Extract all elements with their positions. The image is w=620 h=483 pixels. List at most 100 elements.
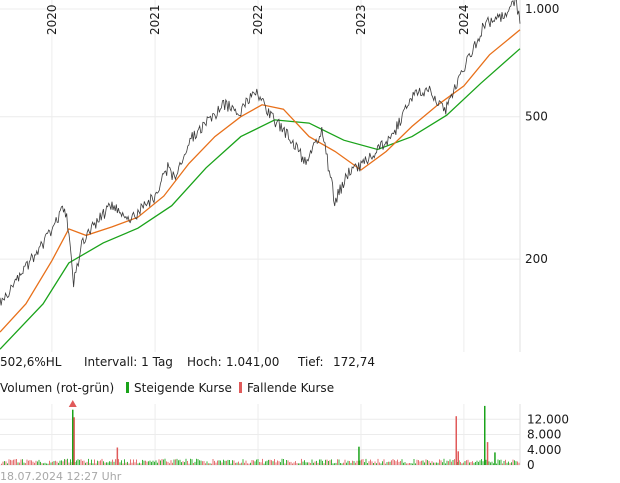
volume-bar-260 xyxy=(391,460,392,465)
volume-bar-145 xyxy=(218,460,220,465)
volume-bar-2 xyxy=(4,461,5,465)
volume-bar-79 xyxy=(119,462,121,465)
year-label-2021: 2021 xyxy=(148,4,162,35)
volume-bar-154 xyxy=(232,460,233,465)
volume-bar-102 xyxy=(154,461,155,465)
volume-bar-245 xyxy=(368,461,370,465)
volume-tick-label-1: 8.000 xyxy=(527,428,561,442)
volume-bar-289 xyxy=(434,462,436,465)
volume-bar-169 xyxy=(254,461,256,465)
volume-bar-274 xyxy=(412,463,413,465)
volume-spike-7 xyxy=(486,442,489,465)
volume-bar-314 xyxy=(472,461,473,465)
volume-bar-333 xyxy=(500,459,502,465)
volume-bar-111 xyxy=(167,461,169,465)
volume-bar-9 xyxy=(14,459,16,465)
volume-bar-65 xyxy=(98,461,100,465)
volume-bar-248 xyxy=(373,463,374,465)
volume-bar-327 xyxy=(491,461,493,465)
price-gridlines xyxy=(0,0,521,352)
volume-bar-337 xyxy=(506,462,508,465)
volume-bar-179 xyxy=(269,459,271,465)
volume-bar-288 xyxy=(433,462,434,465)
volume-bar-163 xyxy=(245,460,247,465)
volume-bar-119 xyxy=(179,459,181,465)
volume-bar-183 xyxy=(275,462,277,465)
volume-bar-105 xyxy=(158,459,160,465)
volume-bar-31 xyxy=(47,463,49,465)
volume-bar-78 xyxy=(118,459,119,465)
volume-bar-276 xyxy=(415,463,416,465)
volume-bar-71 xyxy=(107,462,109,465)
volume-bar-93 xyxy=(140,463,142,465)
volume-bar-281 xyxy=(422,460,424,465)
volume-bar-104 xyxy=(157,462,158,465)
volume-bar-37 xyxy=(56,461,58,465)
volume-bar-230 xyxy=(346,462,347,465)
volume-bar-215 xyxy=(323,463,325,465)
price-tick-label-1: 500 xyxy=(525,110,548,124)
volume-bar-339 xyxy=(509,463,511,465)
volume-bar-287 xyxy=(431,461,433,465)
volume-bar-147 xyxy=(221,462,223,465)
volume-bar-84 xyxy=(127,461,128,465)
volume-bar-224 xyxy=(337,459,338,465)
volume-bar-335 xyxy=(503,461,505,465)
volume-bar-332 xyxy=(499,460,500,465)
volume-tick-label-3: 0 xyxy=(527,458,535,470)
volume-bar-30 xyxy=(46,463,47,465)
volume-bar-308 xyxy=(463,462,464,465)
volume-bar-172 xyxy=(259,462,260,465)
year-label-2023: 2023 xyxy=(354,4,368,35)
volume-legend: Volumen (rot-grün) Steigende Kurse Falle… xyxy=(0,381,620,399)
volume-bar-236 xyxy=(355,462,356,465)
volume-bar-49 xyxy=(74,462,76,465)
volume-bar-201 xyxy=(302,461,304,465)
volume-bar-226 xyxy=(340,463,341,465)
volume-bar-285 xyxy=(428,460,430,465)
volume-bar-263 xyxy=(395,461,397,465)
volume-bar-302 xyxy=(454,459,455,465)
price-axis: 1.000 500 200 xyxy=(525,2,559,266)
volume-bar-54 xyxy=(82,460,83,465)
volume-bar-203 xyxy=(305,462,307,465)
low-label: Tief: xyxy=(298,355,324,369)
volume-bar-10 xyxy=(16,459,17,465)
volume-bar-99 xyxy=(149,460,151,465)
volume-bar-307 xyxy=(461,463,463,465)
volume-bar-88 xyxy=(133,459,134,465)
volume-bar-295 xyxy=(443,458,445,465)
volume-bar-216 xyxy=(325,459,326,465)
volume-bar-72 xyxy=(109,461,110,465)
volume-bar-148 xyxy=(223,459,224,465)
volume-bar-250 xyxy=(376,463,377,465)
volume-bar-193 xyxy=(290,461,292,465)
volume-bar-243 xyxy=(365,458,367,465)
volume-bar-116 xyxy=(175,459,176,465)
volume-bar-112 xyxy=(169,463,170,465)
volume-bar-279 xyxy=(419,461,421,465)
volume-bar-66 xyxy=(100,460,101,465)
chart-svg: 2020 2021 2022 2023 2024 1.000 500 200 12.000 8… xyxy=(0,0,569,470)
volume-bar-242 xyxy=(364,462,365,465)
volume-bar-39 xyxy=(59,460,61,465)
volume-bar-235 xyxy=(353,461,355,465)
volume-bar-86 xyxy=(130,459,131,465)
series-moving-average-long xyxy=(0,48,521,350)
volume-bar-152 xyxy=(229,460,230,465)
volume-bar-331 xyxy=(497,459,499,465)
volume-bar-51 xyxy=(77,459,79,465)
volume-bar-299 xyxy=(449,459,451,465)
volume-bar-182 xyxy=(274,459,275,465)
volume-bar-168 xyxy=(253,460,254,465)
volume-bar-155 xyxy=(233,460,235,465)
volume-bar-89 xyxy=(134,462,136,465)
volume-bar-13 xyxy=(20,459,22,465)
volume-bar-206 xyxy=(310,463,311,465)
volume-bar-249 xyxy=(374,461,376,465)
volume-bar-294 xyxy=(442,462,443,465)
volume-bar-223 xyxy=(335,462,337,465)
volume-bar-36 xyxy=(55,460,56,465)
volume-bar-214 xyxy=(322,460,323,465)
volume-bar-0 xyxy=(1,463,2,465)
